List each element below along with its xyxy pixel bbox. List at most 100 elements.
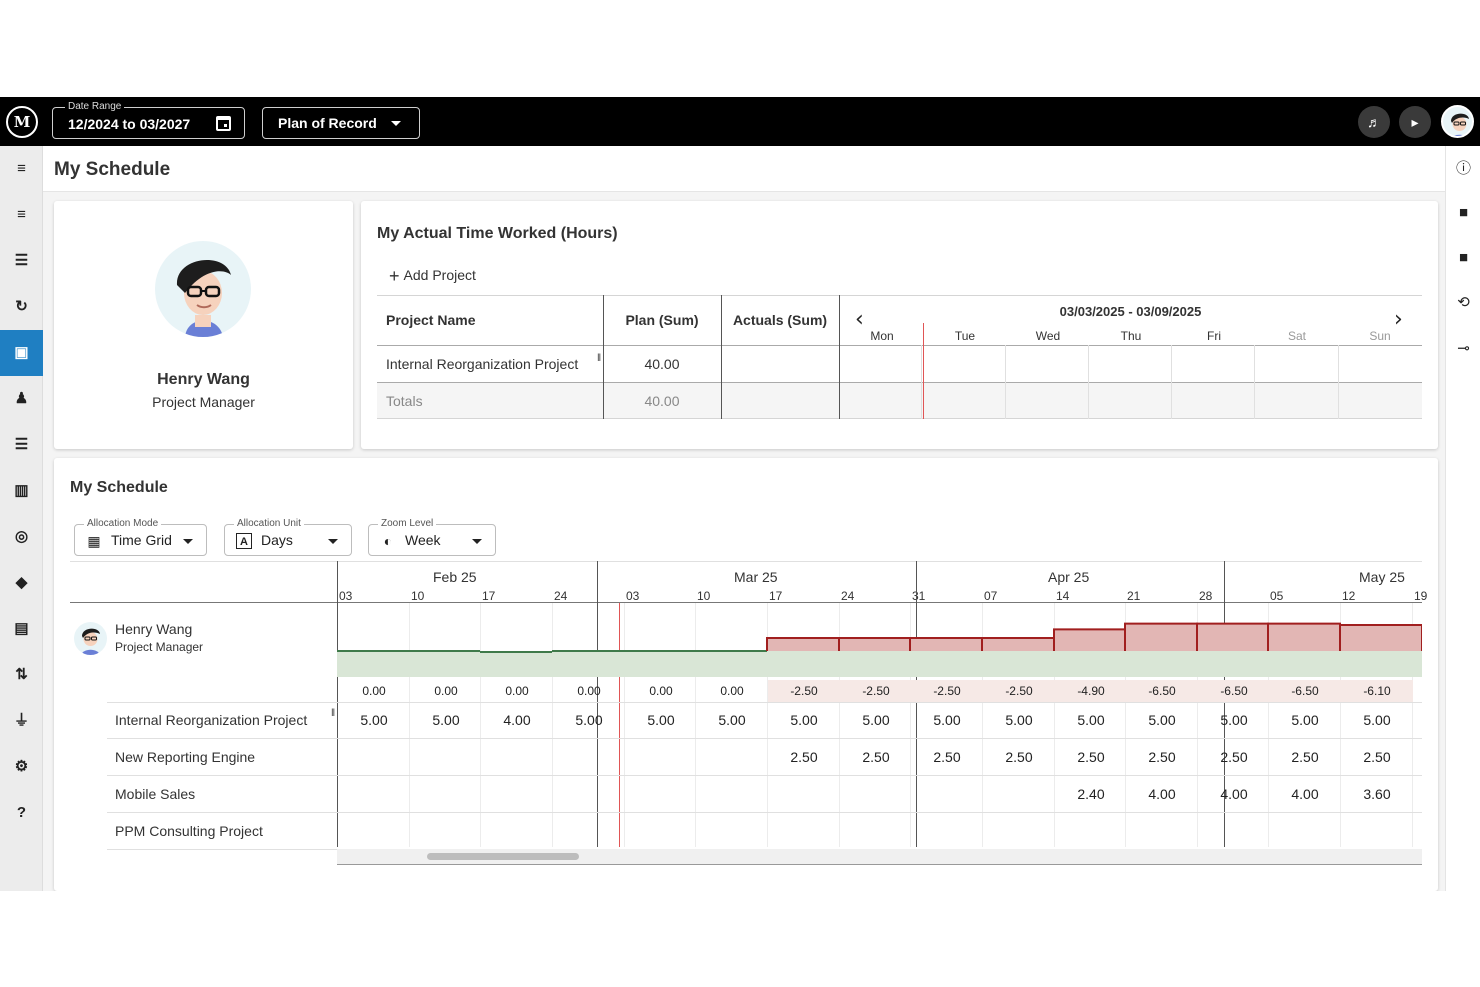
list-indent-icon[interactable]: ≡ bbox=[17, 206, 26, 223]
project-name-header[interactable]: Project Name bbox=[386, 312, 476, 328]
allocation-cell[interactable]: 3.60 bbox=[1363, 786, 1391, 802]
week-label: 07 bbox=[984, 589, 998, 603]
allocation-cell[interactable]: 2.50 bbox=[1005, 749, 1033, 765]
allocation-cell[interactable]: 2.50 bbox=[1291, 749, 1319, 765]
week-label: 10 bbox=[411, 589, 425, 603]
allocation-cell[interactable]: 5.00 bbox=[933, 712, 961, 728]
allocation-cell[interactable]: 2.50 bbox=[790, 749, 818, 765]
allocation-cell[interactable]: 2.50 bbox=[1363, 749, 1391, 765]
allocation-cell[interactable]: 4.00 bbox=[1220, 786, 1248, 802]
allocation-cell[interactable]: 4.00 bbox=[503, 712, 531, 728]
letter-a-icon: A bbox=[236, 533, 252, 549]
allocation-cell[interactable]: 5.00 bbox=[1291, 712, 1319, 728]
allocation-cell[interactable]: 2.50 bbox=[1148, 749, 1176, 765]
project-row-label[interactable]: PPM Consulting Project bbox=[115, 823, 263, 839]
user-list-icon[interactable]: ☰ bbox=[14, 252, 29, 269]
profile-role: Project Manager bbox=[152, 394, 255, 410]
profile-name: Henry Wang bbox=[157, 371, 250, 388]
bulleted-list-icon[interactable]: ☰ bbox=[14, 436, 29, 453]
allocation-cell[interactable]: 2.50 bbox=[1220, 749, 1248, 765]
today-marker bbox=[619, 603, 620, 847]
week-label: 10 bbox=[697, 589, 711, 603]
horizontal-scrollbar[interactable] bbox=[337, 849, 1422, 865]
row-divider bbox=[107, 812, 1422, 813]
swap-vertical-icon[interactable]: ⇅ bbox=[15, 666, 28, 683]
actual-row-project[interactable]: Internal Reorganization Project bbox=[386, 356, 579, 372]
document-icon[interactable]: ▤ bbox=[14, 620, 29, 637]
column-resize-handle[interactable]: ‖ bbox=[331, 708, 336, 719]
month-label-may: May 25 bbox=[1359, 569, 1405, 585]
zoom-level-dropdown[interactable]: Zoom Level ◐ Week bbox=[368, 518, 496, 556]
help-icon[interactable]: ? bbox=[16, 804, 27, 821]
allocation-cell[interactable]: 2.40 bbox=[1077, 786, 1105, 802]
previous-week-icon[interactable]: ‹ bbox=[855, 307, 864, 332]
allocation-cell[interactable]: 4.00 bbox=[1291, 786, 1319, 802]
allocation-cell[interactable]: 5.00 bbox=[1077, 712, 1105, 728]
plan-of-record-label: Plan of Record bbox=[278, 115, 377, 131]
allocation-cell[interactable]: 5.00 bbox=[360, 712, 388, 728]
project-row-label[interactable]: Internal Reorganization Project bbox=[115, 712, 308, 728]
week-gridline bbox=[624, 603, 625, 847]
row-divider bbox=[107, 702, 1422, 703]
allocation-cell[interactable]: 5.00 bbox=[790, 712, 818, 728]
week-gridline bbox=[1197, 603, 1198, 847]
notifications-bell-icon[interactable]: ♬ bbox=[1358, 106, 1390, 138]
columns-icon[interactable]: ▥ bbox=[14, 482, 29, 499]
add-project-button[interactable]: + Add Project bbox=[389, 266, 476, 287]
top-bar: M Date Range 12/2024 to 03/2027 Plan of … bbox=[0, 97, 1480, 146]
plan-sum-header[interactable]: Plan (Sum) bbox=[625, 312, 699, 328]
settings-gear-icon[interactable]: ⚙ bbox=[14, 758, 29, 775]
chat-icon[interactable]: ■ bbox=[1458, 204, 1469, 221]
calendar-icon[interactable] bbox=[216, 116, 231, 131]
allocation-unit-dropdown[interactable]: Allocation Unit A Days bbox=[224, 518, 352, 556]
people-icon[interactable]: ♟ bbox=[14, 390, 29, 407]
app-shell: M Date Range 12/2024 to 03/2027 Plan of … bbox=[0, 97, 1480, 891]
allocation-cell[interactable]: 5.00 bbox=[862, 712, 890, 728]
allocation-cell[interactable]: 2.50 bbox=[1077, 749, 1105, 765]
feedback-icon[interactable]: ■ bbox=[1458, 249, 1469, 266]
plan-of-record-dropdown[interactable]: Plan of Record bbox=[262, 107, 420, 139]
allocation-cell[interactable]: 5.00 bbox=[575, 712, 603, 728]
grid-icon: ▦ bbox=[87, 533, 101, 549]
allocation-cell[interactable]: 5.00 bbox=[1363, 712, 1391, 728]
month-divider bbox=[597, 561, 598, 847]
refresh-icon[interactable]: ↻ bbox=[15, 298, 28, 315]
allocation-cell[interactable]: 2.50 bbox=[933, 749, 961, 765]
allocation-cell[interactable]: 5.00 bbox=[1148, 712, 1176, 728]
allocation-mode-dropdown[interactable]: Allocation Mode ▦ Time Grid bbox=[74, 518, 207, 556]
target-icon[interactable]: ◎ bbox=[14, 528, 29, 545]
history-icon[interactable]: ⟲ bbox=[1457, 294, 1470, 311]
month-label-feb: Feb 25 bbox=[433, 569, 477, 585]
day-label-mon: Mon bbox=[870, 329, 894, 343]
allocation-cell[interactable]: 5.00 bbox=[718, 712, 746, 728]
my-schedule-badge-icon[interactable]: ▣ bbox=[0, 330, 43, 376]
allocation-cell[interactable]: 5.00 bbox=[432, 712, 460, 728]
project-row-label[interactable]: New Reporting Engine bbox=[115, 749, 256, 765]
link-icon[interactable]: ⊸ bbox=[1457, 340, 1470, 357]
column-resize-handle[interactable]: ‖ bbox=[597, 353, 602, 364]
profile-avatar bbox=[155, 241, 251, 337]
next-week-icon[interactable]: › bbox=[1394, 307, 1403, 332]
schedule-title: My Schedule bbox=[70, 479, 168, 496]
allocation-cell[interactable]: 4.00 bbox=[1148, 786, 1176, 802]
allocation-mode-value: Time Grid bbox=[111, 532, 172, 548]
allocation-cell[interactable]: 5.00 bbox=[1220, 712, 1248, 728]
chevron-down-icon bbox=[391, 121, 401, 126]
menu-collapse-icon[interactable]: ≡ bbox=[17, 160, 26, 177]
actuals-sum-header[interactable]: Actuals (Sum) bbox=[732, 312, 828, 328]
resource-name[interactable]: Henry Wang bbox=[115, 621, 193, 637]
week-gridline bbox=[982, 603, 983, 847]
app-logo[interactable]: M bbox=[6, 106, 38, 138]
scrollbar-thumb[interactable] bbox=[427, 853, 579, 860]
allocation-cell[interactable]: 2.50 bbox=[862, 749, 890, 765]
info-icon[interactable]: ⓘ bbox=[1455, 160, 1471, 177]
project-row-label[interactable]: Mobile Sales bbox=[115, 786, 196, 802]
plug-icon[interactable]: ⏚ bbox=[13, 712, 29, 729]
user-avatar[interactable] bbox=[1441, 105, 1474, 138]
date-range-picker[interactable]: Date Range 12/2024 to 03/2027 bbox=[52, 101, 245, 139]
allocation-cell[interactable]: 5.00 bbox=[1005, 712, 1033, 728]
direction-sign-icon[interactable]: ◆ bbox=[15, 574, 28, 591]
schedule-card: My Schedule Allocation Mode ▦ Time Grid … bbox=[54, 458, 1438, 891]
announcements-megaphone-icon[interactable]: ▸ bbox=[1399, 106, 1431, 138]
allocation-cell[interactable]: 5.00 bbox=[647, 712, 675, 728]
